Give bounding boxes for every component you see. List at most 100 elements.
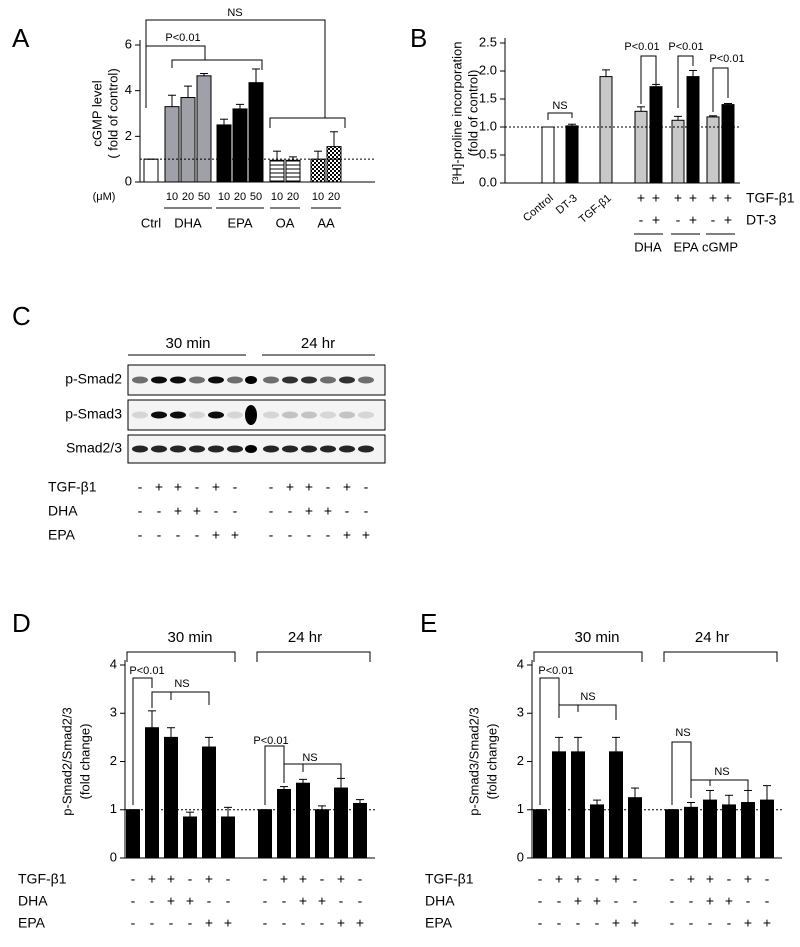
sign: -: [670, 915, 675, 931]
blot-band: [227, 376, 243, 384]
blot-band: [151, 445, 167, 453]
group-label: cGMP: [702, 239, 738, 254]
y-axis-label: [³H]-proline incorporation: [449, 41, 464, 184]
y-axis-label: p-Smad2/Smad2/3: [59, 707, 74, 815]
x-tick-label: 10: [271, 191, 283, 203]
sign: +: [744, 915, 752, 931]
annotation: NS: [552, 100, 567, 112]
blot-band: [339, 445, 355, 453]
y-tick-label: 1: [517, 801, 524, 816]
sign: -: [150, 893, 155, 909]
sign: +: [706, 871, 714, 887]
sign-row-label: TGF-β1: [425, 871, 474, 887]
sign: -: [138, 503, 143, 519]
blot-band: [358, 376, 374, 384]
bar: [183, 816, 197, 859]
sign: +: [186, 893, 194, 909]
bar: [310, 158, 326, 183]
annotation: P<0.01: [709, 53, 744, 65]
sign: -: [269, 527, 274, 543]
blot-band: [208, 376, 224, 384]
sign: +: [724, 190, 732, 206]
sign: -: [746, 893, 751, 909]
sign: +: [148, 871, 156, 887]
y-tick-label: 3: [110, 705, 117, 720]
bracket: [283, 763, 342, 782]
sign: -: [614, 893, 619, 909]
sign: -: [188, 871, 193, 887]
bracket: [132, 677, 153, 805]
sign: -: [727, 871, 732, 887]
sign: +: [286, 479, 294, 495]
sign: -: [364, 479, 369, 495]
blot-band: [301, 445, 317, 453]
blot-band: [301, 376, 317, 384]
y-axis-label: (fold change): [484, 724, 499, 800]
bracket: [126, 651, 236, 662]
y-axis-label: (fold of control): [465, 70, 480, 157]
sign: +: [674, 190, 682, 206]
blot-band: [132, 376, 148, 384]
sign-row-label: DT-3: [746, 212, 777, 228]
bar: [296, 782, 310, 859]
sign: -: [557, 893, 562, 909]
group-label: EPA: [227, 215, 252, 230]
period-label: 24 hr: [301, 335, 335, 352]
bar: [164, 106, 180, 183]
bar: [334, 787, 348, 859]
group-label: DHA: [634, 239, 662, 254]
y-tick-label: 0.0: [479, 174, 497, 189]
sign: +: [224, 915, 232, 931]
bar: [285, 159, 301, 183]
sign: +: [205, 915, 213, 931]
annotation: P<0.01: [129, 665, 164, 677]
y-tick-label: 2: [125, 128, 132, 143]
bar: [590, 804, 604, 859]
sign: +: [763, 915, 771, 931]
blot-band: [170, 411, 186, 419]
bracket: [558, 704, 617, 720]
bar: [684, 806, 698, 859]
sign: +: [555, 871, 563, 887]
sign: -: [288, 527, 293, 543]
sign: +: [356, 915, 364, 931]
x-tick-label: 20: [328, 191, 340, 203]
sign: +: [193, 503, 201, 519]
sign: -: [195, 479, 200, 495]
blot-band: [320, 376, 336, 384]
bar: [741, 802, 755, 859]
sign: -: [263, 871, 268, 887]
blot-band: [282, 411, 298, 419]
x-tick-label: DT-3: [554, 192, 580, 217]
annotation: P<0.01: [165, 32, 200, 44]
blot-band: [189, 445, 205, 453]
annotation: NS: [174, 678, 189, 690]
bar: [634, 110, 648, 184]
sign: -: [214, 503, 219, 519]
blot-band: [263, 411, 279, 419]
marker-band: [245, 405, 257, 425]
sign: +: [337, 871, 345, 887]
bracket: [145, 19, 326, 118]
bar: [269, 159, 285, 183]
annotation: NS: [580, 691, 595, 703]
bracket: [663, 651, 778, 662]
sign: -: [157, 527, 162, 543]
sign: -: [301, 915, 306, 931]
group-label: EPA: [673, 239, 698, 254]
sign: +: [631, 915, 639, 931]
y-tick-label: 4: [110, 656, 117, 671]
sign: +: [612, 871, 620, 887]
x-tick-label: 10: [166, 191, 178, 203]
y-tick-label: 2: [110, 753, 117, 768]
sign: +: [724, 212, 732, 228]
sign: +: [687, 871, 695, 887]
sign: -: [169, 915, 174, 931]
sign: -: [131, 871, 136, 887]
sign: -: [711, 212, 716, 228]
y-tick-label: 1.5: [479, 90, 497, 105]
sign: +: [212, 527, 220, 543]
bar: [277, 788, 291, 859]
